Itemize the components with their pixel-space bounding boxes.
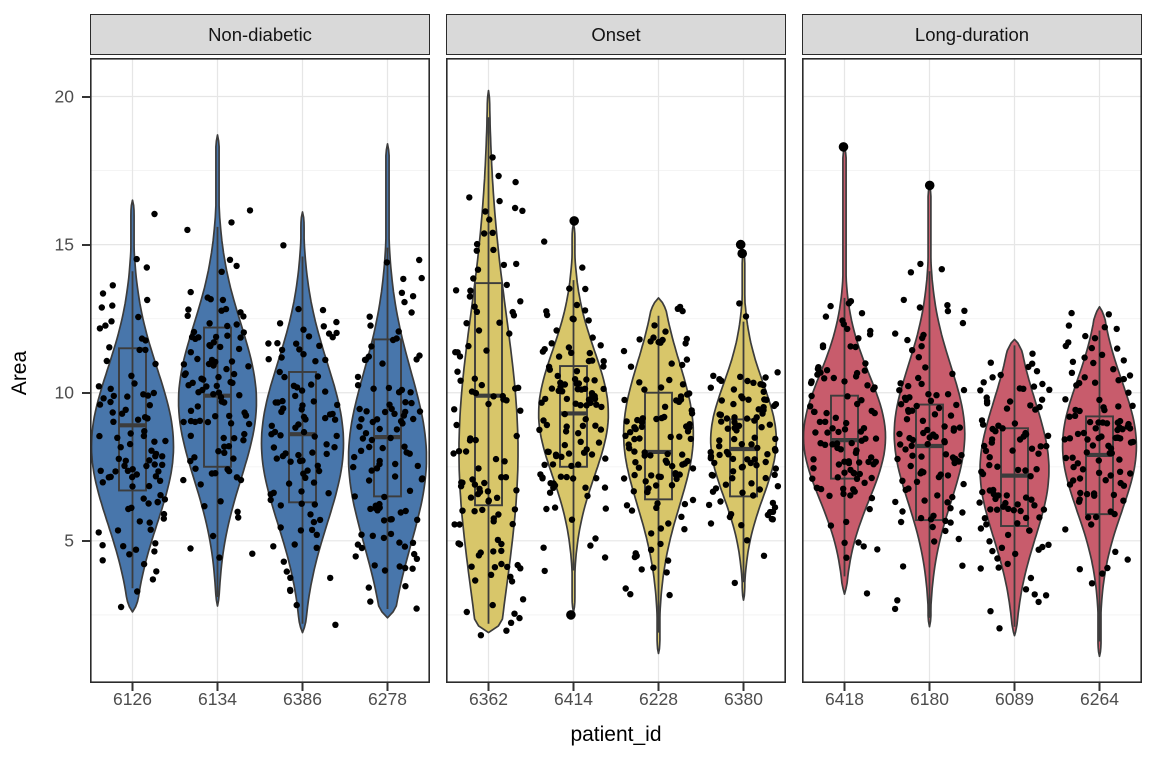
- y-tick-label-10: 10: [54, 382, 74, 403]
- x-tick-label: 6418: [825, 689, 864, 709]
- x-tick-label: 6414: [554, 689, 593, 709]
- facet-strip-onset: Onset: [446, 14, 786, 55]
- y-tick-label-20: 20: [54, 86, 74, 107]
- x-tick-label: 6126: [113, 689, 152, 709]
- y-tick-mark: [82, 540, 90, 542]
- facet-panel-non-diabetic: [90, 58, 430, 691]
- y-tick-label-5: 5: [64, 530, 74, 551]
- facet-strip-long-duration: Long-duration: [802, 14, 1142, 55]
- facet-panel-long-duration: [802, 58, 1142, 691]
- x-tick-label: 6278: [368, 689, 407, 709]
- x-tick-label: 6264: [1080, 689, 1119, 709]
- y-tick-mark: [82, 244, 90, 246]
- x-tick-label: 6134: [198, 689, 237, 709]
- facet-panel-onset: [446, 58, 786, 691]
- y-axis-title: Area: [8, 350, 31, 396]
- x-tick-label: 6386: [283, 689, 322, 709]
- y-tick-mark: [82, 392, 90, 394]
- x-tick-label: 6362: [469, 689, 508, 709]
- y-tick-mark: [82, 96, 90, 98]
- x-tick-label: 6089: [995, 689, 1034, 709]
- x-tick-label: 6180: [910, 689, 949, 709]
- y-tick-label-15: 15: [54, 234, 74, 255]
- x-tick-label: 6228: [639, 689, 678, 709]
- x-axis-title: patient_id: [570, 723, 662, 746]
- facet-strip-non-diabetic: Non-diabetic: [90, 14, 430, 55]
- x-tick-label: 6380: [724, 689, 763, 709]
